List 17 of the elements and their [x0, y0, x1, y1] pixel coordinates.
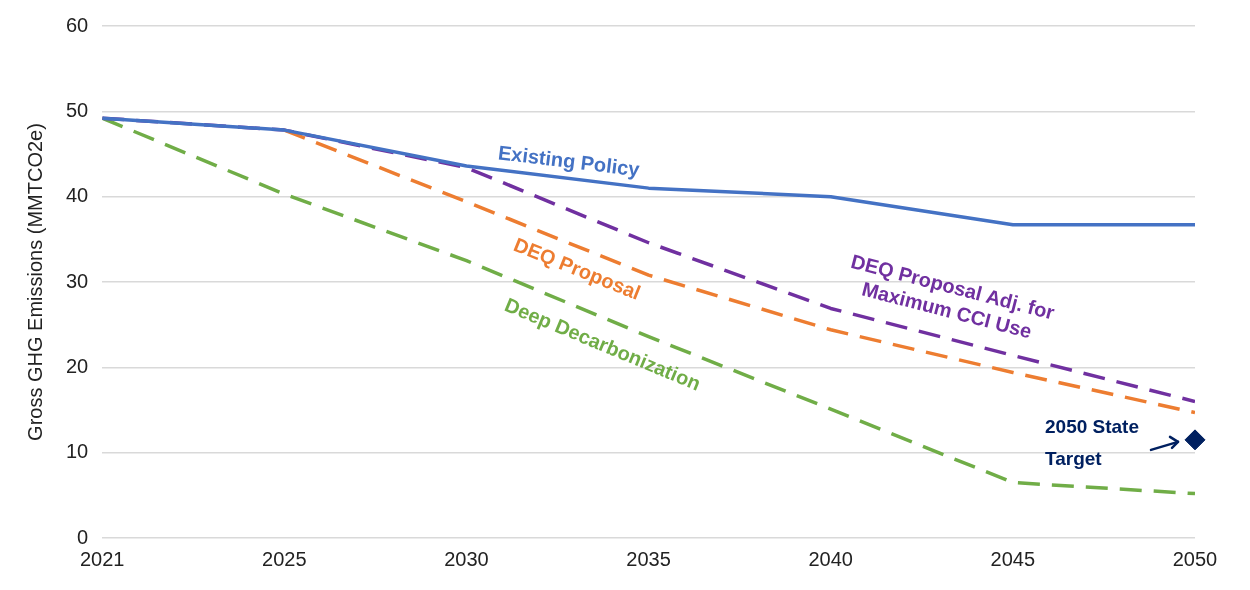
y-tick-label: 40 — [66, 184, 89, 207]
y-tick-label: 10 — [66, 440, 89, 463]
x-tick-label: 2050 — [1172, 547, 1218, 570]
x-tick-label: 2040 — [808, 547, 853, 570]
x-tick-label: 2030 — [444, 547, 489, 570]
y-tick-label: 50 — [66, 98, 89, 121]
x-tick-label: 2035 — [626, 547, 671, 570]
x-tick-label: 2025 — [262, 547, 307, 570]
text: Existing Policy — [496, 141, 641, 181]
y-tick-label: 30 — [66, 269, 89, 292]
x-tick-label: 2021 — [80, 547, 125, 570]
annotation: 2050 State Target — [1045, 416, 1140, 470]
y-tick-label: 0 — [77, 525, 89, 548]
x-tick-label: 2045 — [990, 547, 1036, 570]
y-tick-label: 60 — [66, 13, 89, 36]
y-tick-label: 20 — [66, 354, 89, 377]
y-axis-title: Gross GHG Emissions (MMTCO2e) — [23, 123, 46, 441]
